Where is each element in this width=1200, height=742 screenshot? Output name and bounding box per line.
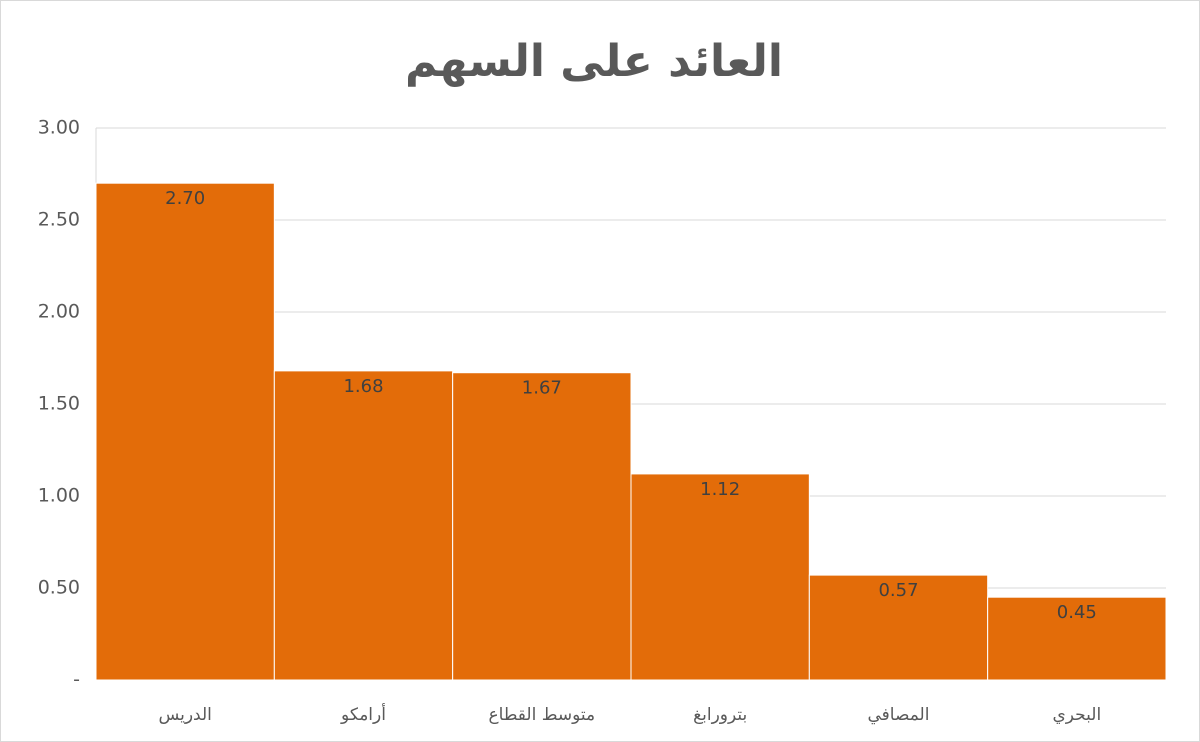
x-tick-label: المصافي: [868, 705, 930, 725]
y-tick-label: 1.50: [38, 393, 80, 415]
x-tick-label: بترورابغ: [693, 705, 747, 725]
bar: [452, 372, 632, 681]
value-label: 2.70: [165, 188, 205, 209]
bar: [95, 182, 275, 681]
y-tick-label: -: [73, 669, 80, 691]
x-tick-label: متوسط القطاع: [489, 705, 596, 725]
bar: [630, 473, 810, 681]
x-tick-label: البحري: [1052, 705, 1101, 725]
x-tick-label: الدريس: [158, 705, 211, 725]
y-tick-label: 0.50: [38, 577, 80, 599]
chart-title: العائد على السهم: [405, 36, 783, 87]
value-label: 1.12: [700, 479, 740, 500]
bar: [808, 574, 989, 681]
value-label: 0.57: [878, 580, 918, 601]
bar: [987, 596, 1167, 681]
value-label: 1.68: [343, 376, 383, 397]
bar: [273, 370, 454, 681]
y-tick-label: 1.00: [38, 485, 80, 507]
value-label: 1.67: [522, 378, 562, 399]
value-label: 0.45: [1057, 602, 1097, 623]
y-tick-label: 2.00: [38, 301, 80, 323]
x-tick-label: أرامكو: [340, 703, 386, 725]
y-tick-label: 2.50: [38, 209, 80, 231]
y-tick-label: 3.00: [38, 117, 80, 139]
